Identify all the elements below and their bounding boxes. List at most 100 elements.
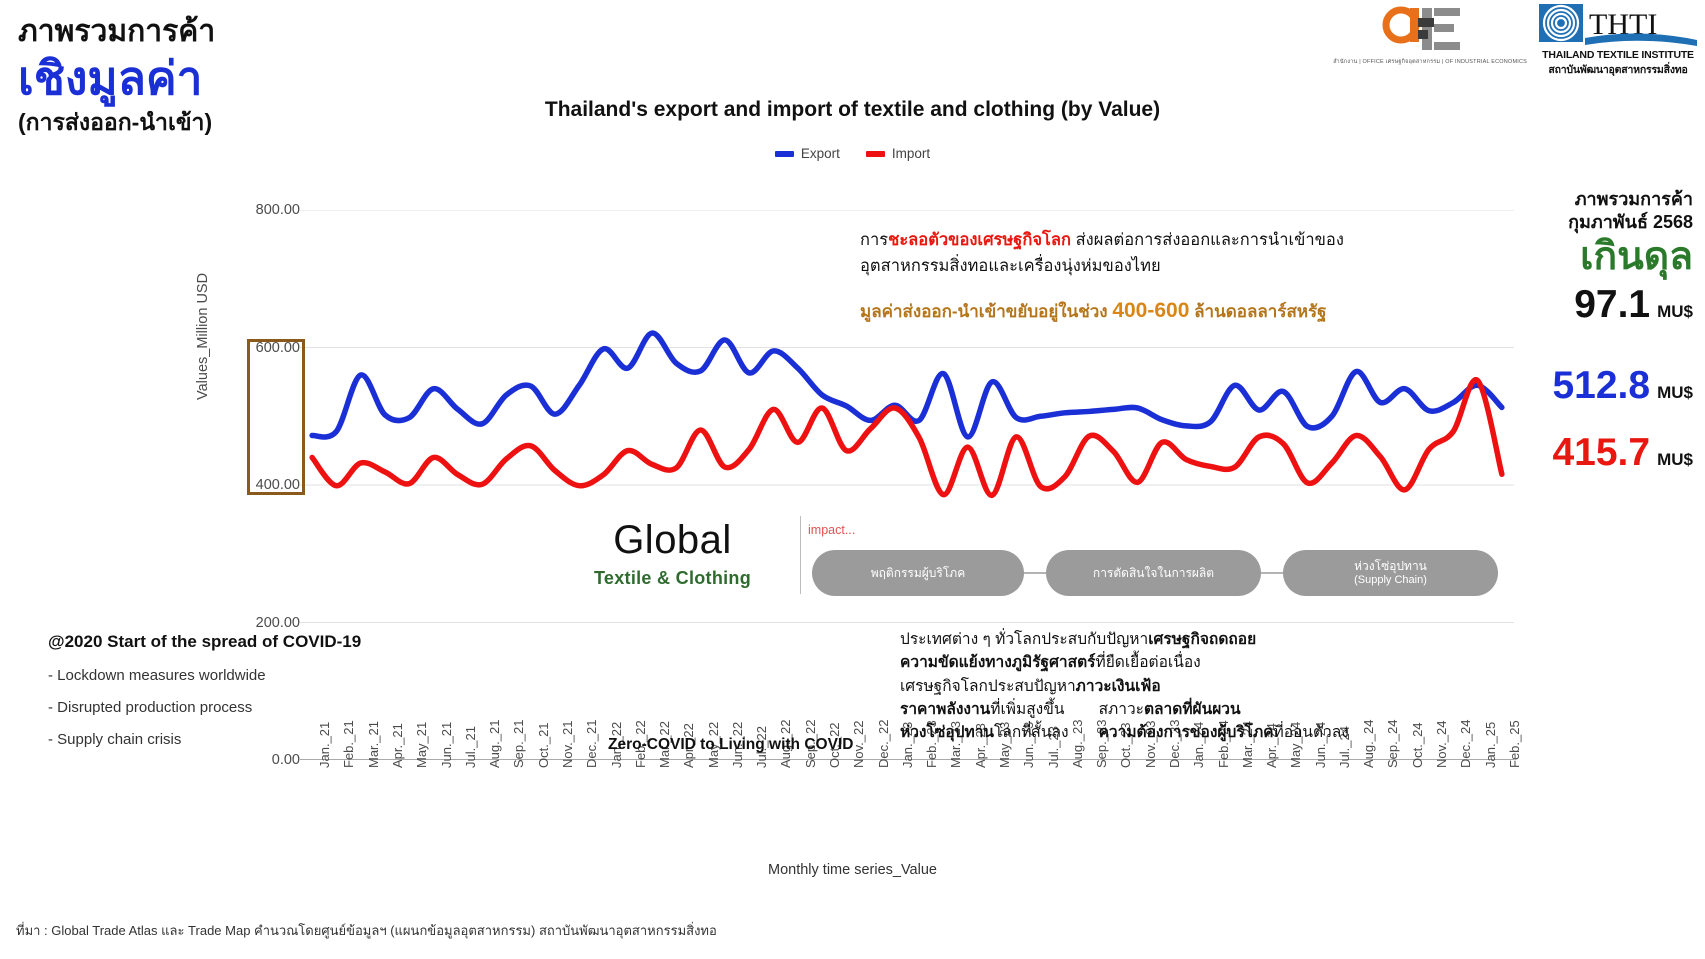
annot1-post: ส่งผลต่อการส่งออกและการนำเข้าของ <box>1071 231 1344 249</box>
chart-annotation-block: การชะลอตัวของเศรษฐกิจโลก ส่งผลต่อการส่งอ… <box>860 228 1480 327</box>
bt-c1r1-bold: ราคาพลังงาน <box>900 700 991 718</box>
annot2-pre: มูลค่าส่งออก-นำเข้าขยับอยู่ในช่วง <box>860 302 1113 322</box>
brand-name-sub: Textile & Clothing <box>593 568 752 588</box>
bt3-pre: เศรษฐกิจโลกประสบปัญหา <box>900 677 1076 695</box>
x-axis-tick: Oct._21 <box>535 722 551 768</box>
summary-export-unit: MU$ <box>1657 382 1693 402</box>
legend-label-import: Import <box>891 146 931 161</box>
bt1-bold: เศรษฐกิจถดถอย <box>1148 631 1257 648</box>
bottom-thai-columns: ราคาพลังงานที่เพิ่มสูงขึ้น ห่วงโซ่อุปทาน… <box>900 698 1500 745</box>
thti-logo: THTI THAILAND TEXTILE INSTITUTE สถาบันพั… <box>1539 4 1697 78</box>
pill-connector <box>1024 572 1046 574</box>
y-axis-tick: 600.00 <box>255 339 300 356</box>
page-title-line3: (การส่งออก-นำเข้า) <box>18 108 213 135</box>
x-axis-tick: Dec._21 <box>584 719 600 768</box>
impact-pill[interactable]: การตัดสินใจในการผลิต <box>1046 550 1261 596</box>
annotation-line-2: มูลค่าส่งออก-นำเข้าขยับอยู่ในช่วง 400-60… <box>860 295 1480 327</box>
brand-name-main: Global <box>613 518 732 562</box>
thti-name-en: THAILAND TEXTILE INSTITUTE <box>1542 49 1694 61</box>
x-axis-title: Monthly time series_Value <box>768 862 937 878</box>
summary-balance-unit: MU$ <box>1657 301 1693 321</box>
page-title-block: ภาพรวมการค้า เชิงมูลค่า (การส่งออก-นำเข้… <box>18 14 348 136</box>
y-axis-tick: 200.00 <box>255 614 300 631</box>
bt-col1-row1: ราคาพลังงานที่เพิ่มสูงขึ้น <box>900 698 1069 721</box>
bottom-thai-col-2: สภาวะตลาดที่ผันผวน ความต้องการของผู้บริโ… <box>1099 698 1349 745</box>
zero-covid-note: Zero-COVID to Living with COVID <box>608 736 854 753</box>
bt-c1r1-post: ที่เพิ่มสูงขึ้น <box>990 700 1065 718</box>
annot2-range: 400-600 <box>1112 299 1190 323</box>
summary-export-row: 512.8 MU$ <box>1488 366 1693 405</box>
bt2-post: ที่ยืดเยื้อต่อเนื่อง <box>1095 654 1201 672</box>
bt-c2r1-pre: สภาวะ <box>1098 700 1144 718</box>
bt3-bold: ภาวะเงินเฟ้อ <box>1075 677 1161 695</box>
thti-name-th: สถาบันพัฒนาอุตสาหกรรมสิ่งทอ <box>1548 64 1688 76</box>
logo-group: สำนักงาน | OFFICE เศรษฐกิจอุตสาหกรรม | O… <box>1333 4 1697 78</box>
bt-col2-row1: สภาวะตลาดที่ผันผวน <box>1099 698 1349 721</box>
x-axis-tick: Nov._22 <box>851 720 867 768</box>
bottom-thai-block: ประเทศต่าง ๆ ทั่วโลกประสบกับปัญหาเศรษฐกิ… <box>900 628 1500 744</box>
y-axis-tick: 800.00 <box>255 202 300 218</box>
legend-swatch-export <box>774 150 794 157</box>
bottom-thai-line-1: ประเทศต่าง ๆ ทั่วโลกประสบกับปัญหาเศรษฐกิ… <box>900 628 1500 651</box>
summary-export-value: 512.8 <box>1552 363 1651 407</box>
covid-note-item: - Lockdown measures worldwide <box>48 667 266 684</box>
brand-divider <box>800 516 801 594</box>
y-axis-tick: 0.00 <box>271 752 300 768</box>
value-range-highlight-box <box>247 339 305 495</box>
source-footer: ที่มา : Global Trade Atlas และ Trade Map… <box>16 923 717 938</box>
summary-balance-row: 97.1 MU$ <box>1488 285 1693 324</box>
covid-note-item: - Disrupted production process <box>48 699 253 716</box>
annot2-post: ล้านดอลลาร์สหรัฐ <box>1189 302 1327 322</box>
summary-heading-1: ภาพรวมการค้า <box>1574 189 1693 209</box>
global-textile-brand: Global Textile & Clothing <box>570 520 775 589</box>
legend-item-import[interactable]: Import <box>865 146 931 161</box>
annotation-line-1b: อุตสาหกรรมสิ่งทอและเครื่องนุ่งห่มของไทย <box>860 256 1161 275</box>
covid-note-item: - Supply chain crisis <box>48 731 182 748</box>
x-axis-tick: Aug._21 <box>487 719 503 768</box>
impact-pill[interactable]: พฤติกรรมผู้บริโภค <box>812 550 1024 596</box>
bt1-pre: ประเทศต่าง ๆ ทั่วโลกประสบกับปัญหา <box>900 631 1149 648</box>
summary-import-unit: MU$ <box>1657 449 1693 469</box>
annot1-highlight: ชะลอตัวของเศรษฐกิจโลก <box>888 231 1072 249</box>
oie-logo-icon <box>1382 6 1461 50</box>
y-axis-tick-labels: 0.00 200.00 400.00 600.00 800.00 <box>240 202 300 768</box>
chart-svg <box>300 210 1514 760</box>
bt2-bold: ความขัดแย้งทางภูมิรัฐศาสตร์ <box>900 654 1096 672</box>
legend-item-export[interactable]: Export <box>774 146 840 161</box>
bt-col1-row2: ห่วงโซ่อุปทานโลกที่สั้นลง <box>900 721 1069 744</box>
x-axis-tick: Dec._22 <box>875 719 891 768</box>
chart-legend: Export Import <box>0 146 1705 161</box>
covid-note-block: @2020 Start of the spread of COVID-19 - … <box>48 632 468 748</box>
legend-swatch-import <box>865 150 885 157</box>
covid-note-heading: @2020 Start of the spread of COVID-19 <box>48 632 362 651</box>
x-axis-tick: Feb._25 <box>1506 720 1522 768</box>
summary-status-badge: เกินดุล <box>1580 235 1693 278</box>
y-axis-title: Values_Million USD <box>195 272 211 400</box>
summary-panel: ภาพรวมการค้า กุมภาพันธ์ 2568 เกินดุล 97.… <box>1488 188 1693 472</box>
bottom-thai-line-3: เศรษฐกิจโลกประสบปัญหาภาวะเงินเฟ้อ <box>900 675 1500 698</box>
bottom-thai-col-1: ราคาพลังงานที่เพิ่มสูงขึ้น ห่วงโซ่อุปทาน… <box>900 698 1069 745</box>
chart-plot-area <box>300 210 1514 760</box>
y-axis-tick: 400.00 <box>255 477 300 493</box>
thti-logo-icon: THTI <box>1539 4 1697 46</box>
bt-c2r1-bold: ตลาดที่ผันผวน <box>1143 700 1241 718</box>
pill-connector <box>1261 572 1283 574</box>
x-axis-tick: Nov._21 <box>559 720 575 768</box>
summary-balance-value: 97.1 <box>1574 282 1651 326</box>
annot1-pre: การ <box>860 231 889 249</box>
summary-heading-2: กุมภาพันธ์ 2568 <box>1568 211 1693 232</box>
bt-c1r2-bold: ห่วงโซ่อุปทาน <box>900 724 994 741</box>
page-title-line1: ภาพรวมการค้า <box>18 15 216 48</box>
x-axis-tick-labels: Jan._21 Feb._21 Mar._21 Apr._21 May_21 Jun._2… <box>300 720 1522 858</box>
summary-import-row: 415.7 MU$ <box>1488 433 1693 472</box>
bottom-thai-line-2: ความขัดแย้งทางภูมิรัฐศาสตร์ที่ยืดเยื้อต่… <box>900 651 1500 674</box>
chart-title: Thailand's export and import of textile … <box>544 98 1161 121</box>
page-title-line2: เชิงมูลค่า <box>18 52 203 104</box>
impact-label: impact... <box>808 523 856 537</box>
bt-col2-row2: ความต้องการของผู้บริโภคที่อ่อนตัวลง <box>1099 721 1349 744</box>
bt-c1r2-post: โลกที่สั้นลง <box>994 724 1069 741</box>
impact-pill-group: พฤติกรรมผู้บริโภค การตัดสินใจในการผลิต ห่ว… <box>812 550 1498 596</box>
oie-logo: สำนักงาน | OFFICE เศรษฐกิจอุตสาหกรรม | O… <box>1333 4 1527 66</box>
impact-pill[interactable]: ห่วงโซ่อุปทาน (Supply Chain) <box>1283 550 1498 596</box>
oie-logo-caption: สำนักงาน | OFFICE เศรษฐกิจอุตสาหกรรม | O… <box>1333 59 1527 65</box>
